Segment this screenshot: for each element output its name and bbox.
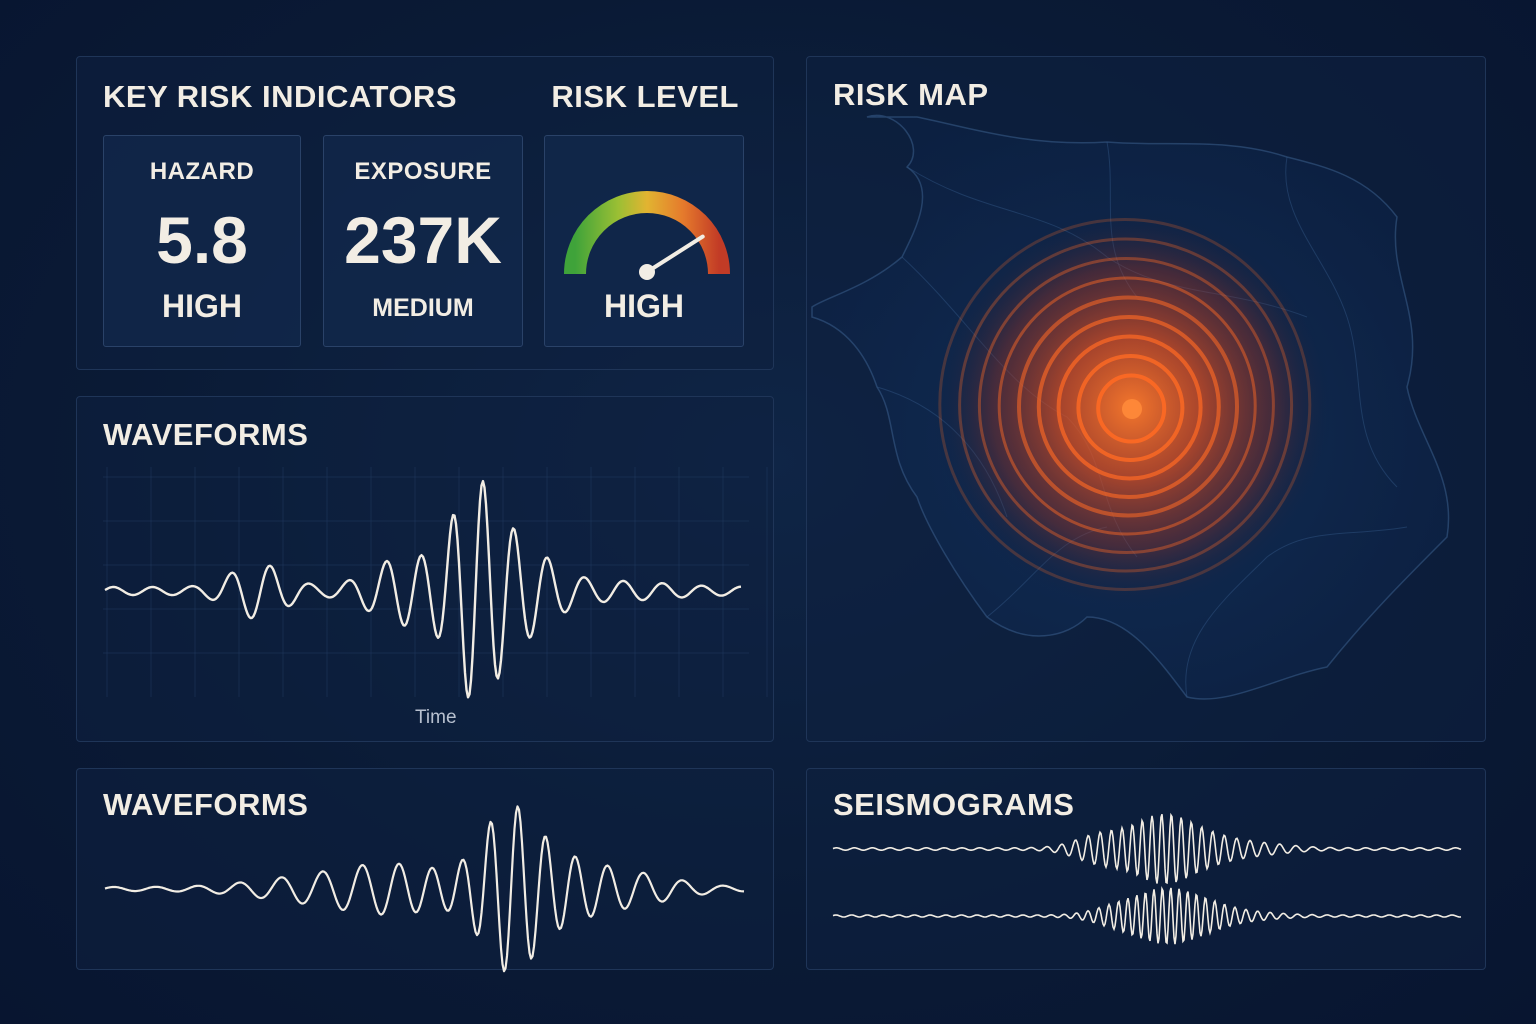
waveform-line-top [104, 479, 742, 699]
gauge-arc [564, 191, 730, 275]
waveforms-bottom-title: WAVEFORMS [103, 787, 309, 822]
hotspot-ring [1096, 373, 1167, 444]
hazard-level: HIGH [162, 288, 242, 324]
waveforms-panel-top: WAVEFORMS Time [76, 396, 774, 742]
risk-map-panel[interactable]: RISK MAP [806, 56, 1486, 742]
seismogram-trace-2 [832, 885, 1462, 945]
waveforms-panel-bottom: WAVEFORMS [76, 768, 774, 973]
risk-map[interactable] [807, 57, 1486, 742]
hotspot-ring [977, 257, 1275, 554]
hotspot-ring [1056, 334, 1203, 481]
risk-gauge [564, 191, 730, 280]
hotspot-ring [958, 237, 1294, 573]
epicenter [1122, 399, 1142, 419]
gauge-hub [639, 264, 655, 280]
waveforms-top-title: WAVEFORMS [103, 417, 309, 452]
hazard-value: 5.8 [156, 203, 248, 277]
key-risk-indicators-panel: KEY RISK INDICATORS RISK LEVEL HAZARD 5.… [76, 56, 774, 370]
seismograms [832, 812, 1462, 945]
risk-level-title: RISK LEVEL [551, 79, 739, 114]
exposure-label: EXPOSURE [354, 158, 492, 185]
gauge-needle [645, 234, 705, 274]
hotspot-ring [1076, 354, 1185, 462]
x-axis-label: Time [415, 707, 457, 728]
hotspot-ring [1036, 315, 1221, 499]
kri-title: KEY RISK INDICATORS [103, 79, 457, 114]
hotspot-ring [997, 276, 1257, 536]
risk-level-value: HIGH [604, 288, 684, 324]
waveform-line-bottom [104, 805, 745, 973]
waveform-grid [103, 467, 768, 699]
hotspot-rings [938, 218, 1312, 591]
seismograms-title: SEISMOGRAMS [833, 787, 1075, 822]
waveform-bottom [104, 805, 745, 973]
exposure-card[interactable]: EXPOSURE 237K MEDIUM [323, 135, 523, 347]
hazard-card[interactable]: HAZARD 5.8 HIGH [103, 135, 301, 347]
risk-level-card[interactable]: HIGH [544, 135, 744, 347]
hazard-label: HAZARD [149, 158, 255, 185]
exposure-level: MEDIUM [372, 294, 474, 322]
hotspot-ring [1017, 295, 1239, 518]
risk-map-title: RISK MAP [833, 77, 989, 112]
exposure-value: 237K [344, 203, 502, 277]
seismograms-panel: SEISMOGRAMS [806, 768, 1486, 970]
seismogram-trace-1 [832, 812, 1462, 885]
hotspot-ring [938, 218, 1312, 591]
